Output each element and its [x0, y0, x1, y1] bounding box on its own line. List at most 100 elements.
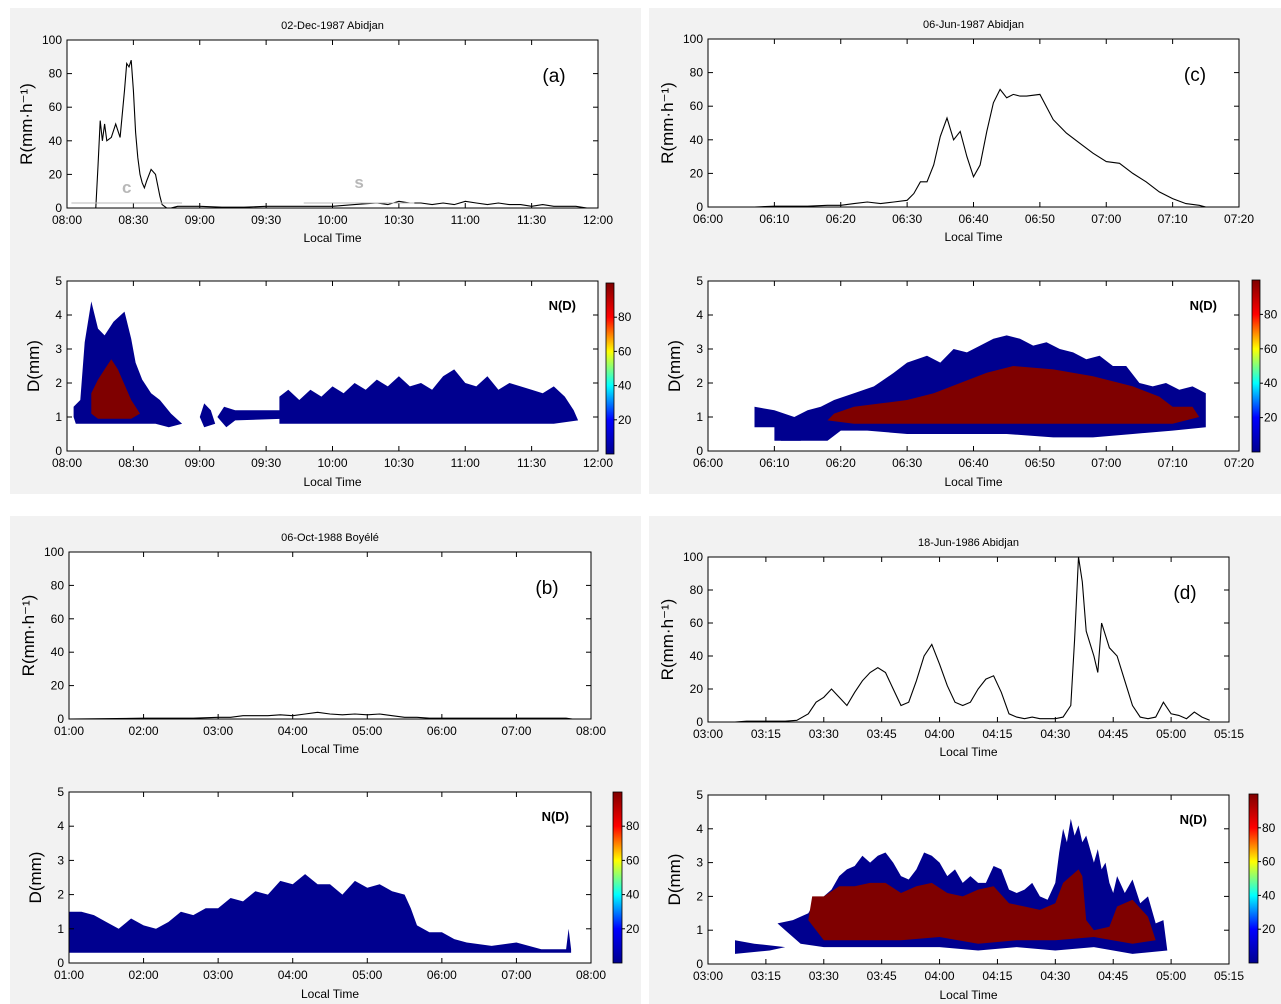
rain-y-tick-label: 0	[57, 712, 64, 726]
rain-y-tick-label: 0	[696, 715, 703, 729]
dsd-plot: 0 1 2 3 4 5 01:00 02:00 03:00 04:00 05:00 06:00 07:0…	[26, 785, 640, 1001]
dsd-plot-area	[707, 794, 1230, 965]
rain-x-tick-label: 08:00	[576, 724, 606, 738]
dsd-contour-patch	[199, 403, 216, 428]
rain-y-tick-label: 0	[55, 201, 62, 215]
rain-x-tick-label: 10:30	[384, 213, 414, 227]
dsd-y-tick-label: 1	[696, 923, 703, 937]
dsd-x-tick-label: 08:00	[576, 968, 606, 982]
dsd-y-axis-label: D(mm)	[24, 340, 43, 392]
colorbar-tick-label: 40	[618, 379, 632, 393]
panel-label-box	[1163, 45, 1227, 99]
colorbar-tick-label: 60	[1264, 342, 1278, 356]
dsd-contour-patch	[279, 369, 579, 424]
colorbar	[612, 791, 623, 964]
dsd-x-tick-label: 04:00	[925, 969, 955, 983]
rain-y-tick-label: 40	[49, 134, 63, 148]
dsd-plot: 0 1 2 3 4 5 06:00 06:10 06:20 06:30 06:40 06:50 07:0…	[665, 274, 1278, 489]
dsd-plot-area	[707, 280, 1240, 452]
rain-y-tick-label: 60	[49, 100, 63, 114]
dsd-x-tick-label: 09:30	[251, 456, 281, 470]
dsd-y-tick-label: 4	[696, 308, 703, 322]
dsd-y-tick-label: 5	[55, 274, 62, 288]
rain-y-tick-label: 60	[690, 99, 704, 113]
dsd-inner-contour	[91, 359, 140, 419]
dsd-y-tick-label: 2	[696, 376, 703, 390]
figure-panel-d: (d) 18-Jun-1986 Abidjan 0 20 40 60 80 100 03:00 0…	[649, 516, 1281, 1004]
dsd-x-tick-label: 07:20	[1224, 456, 1254, 470]
colorbar-tick-label: 20	[626, 922, 640, 936]
dsd-plot-area	[66, 280, 599, 452]
rain-y-axis-label: R(mm·h⁻¹)	[19, 595, 38, 677]
rain-y-tick-label: 20	[690, 682, 704, 696]
dsd-x-axis-label: Local Time	[301, 987, 359, 1001]
rain-y-tick-label: 40	[690, 133, 704, 147]
rain-rate-plot: (b) 06-Oct-1988 Boyélé 0 20 40 60 80 100 01:00 02…	[19, 532, 606, 756]
rain-y-axis-label: R(mm·h⁻¹)	[658, 82, 677, 164]
rain-x-tick-label: 03:00	[203, 724, 233, 738]
dsd-x-tick-label: 06:00	[693, 456, 723, 470]
rain-rate-series-line	[754, 88, 1206, 208]
colorbar-tick-label: 80	[618, 310, 632, 324]
dsd-y-tick-label: 0	[55, 444, 62, 458]
rain-y-tick-label: 20	[49, 167, 63, 181]
dsd-x-tick-label: 04:45	[1098, 969, 1128, 983]
rain-rate-plot: (a) c s 02-Dec-1987 Abidjan 0 20 40 60 80 100 08:0…	[17, 20, 613, 245]
rain-y-tick-label: 80	[49, 67, 63, 81]
rain-x-tick-label: 11:30	[517, 213, 546, 227]
rain-type-annotation: s	[354, 173, 363, 192]
dsd-y-tick-label: 0	[696, 444, 703, 458]
rain-y-tick-label: 80	[690, 583, 704, 597]
dsd-x-tick-label: 09:00	[185, 456, 215, 470]
dsd-axes-box	[66, 280, 599, 452]
dsd-x-tick-label: 08:30	[118, 456, 148, 470]
colorbar-tick-label: 20	[618, 413, 632, 427]
colorbar-tick-label: 80	[1264, 307, 1278, 321]
panel-label: (d)	[1173, 583, 1196, 604]
colorbar-tick-label: 40	[1264, 376, 1278, 390]
rain-x-tick-label: 06:00	[693, 212, 723, 226]
dsd-x-tick-label: 03:15	[751, 969, 781, 983]
nd-label: N(D)	[549, 298, 576, 313]
dsd-x-tick-label: 06:50	[1025, 456, 1055, 470]
rain-axes-box	[66, 39, 599, 209]
dsd-x-tick-label: 01:00	[54, 968, 84, 982]
rain-rate-series-line	[734, 556, 1210, 723]
dsd-x-tick-label: 06:30	[892, 456, 922, 470]
dsd-x-tick-label: 06:20	[826, 456, 856, 470]
dsd-x-tick-label: 07:10	[1158, 456, 1188, 470]
dsd-x-tick-label: 06:00	[427, 968, 457, 982]
rain-x-tick-label: 08:00	[52, 213, 82, 227]
dsd-y-tick-label: 5	[57, 785, 64, 799]
dsd-y-tick-label: 4	[696, 822, 703, 836]
dsd-x-tick-label: 07:00	[501, 968, 531, 982]
dsd-y-tick-label: 2	[57, 888, 64, 902]
rain-x-tick-label: 06:40	[958, 212, 988, 226]
rain-axes-box	[68, 551, 592, 720]
dsd-contour-patch	[781, 430, 801, 441]
rain-rate-series-line	[68, 711, 573, 720]
dsd-x-tick-label: 02:00	[129, 968, 159, 982]
nd-label: N(D)	[1190, 298, 1217, 313]
rain-x-tick-label: 05:00	[1156, 727, 1186, 741]
colorbar-tick-label: 60	[1262, 855, 1276, 869]
dsd-y-axis-label: D(mm)	[26, 852, 45, 904]
dsd-x-tick-label: 07:00	[1091, 456, 1121, 470]
figure-panel-a: (a) c s 02-Dec-1987 Abidjan 0 20 40 60 80 100 08:0…	[10, 8, 641, 494]
rain-x-tick-label: 04:15	[982, 727, 1012, 741]
rain-x-tick-label: 08:30	[118, 213, 148, 227]
panel-label-box	[1153, 563, 1217, 617]
rain-chart-title: 06-Jun-1987 Abidjan	[923, 19, 1024, 31]
dsd-x-tick-label: 06:10	[759, 456, 789, 470]
nd-label: N(D)	[542, 809, 569, 824]
rain-x-tick-label: 11:00	[451, 213, 480, 227]
rain-y-tick-label: 80	[690, 66, 704, 80]
panel-label-box	[515, 558, 579, 612]
dsd-y-tick-label: 4	[57, 819, 64, 833]
dsd-x-tick-label: 03:00	[203, 968, 233, 982]
colorbar	[1248, 793, 1259, 964]
dsd-contour-patch	[735, 940, 786, 954]
rain-rate-plot: (d) 18-Jun-1986 Abidjan 0 20 40 60 80 100 03:00 0…	[658, 537, 1244, 759]
dsd-inner-contour	[827, 366, 1200, 424]
